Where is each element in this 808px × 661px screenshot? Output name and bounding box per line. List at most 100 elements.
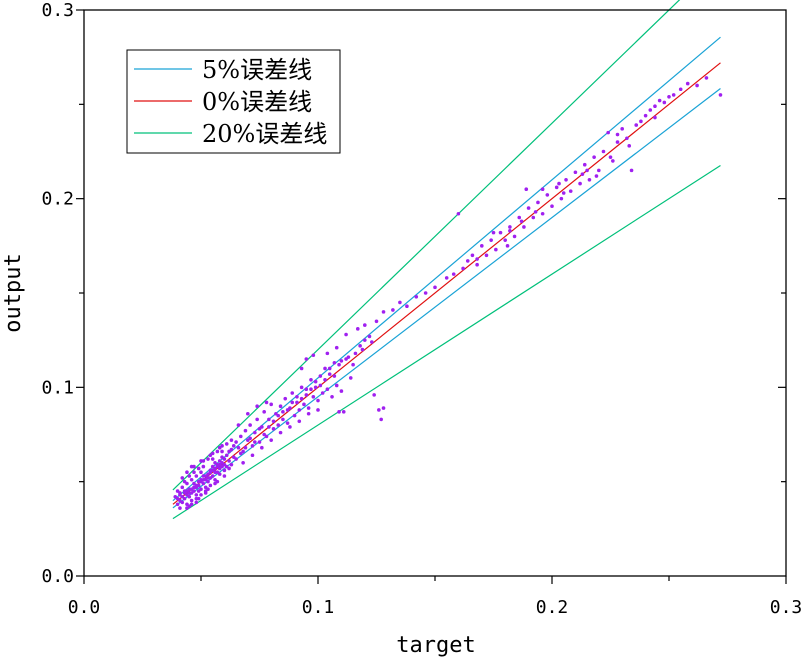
data-point [372,393,376,397]
data-point [187,491,192,495]
data-point [276,413,281,418]
data-point [234,440,238,444]
line-0pct [172,62,721,505]
y-tick-label: 0.0 [41,566,74,587]
data-point [327,372,332,376]
data-point [213,481,217,486]
data-point [192,470,196,475]
data-point [189,498,194,503]
data-point [210,474,215,478]
data-point [540,211,545,216]
data-point [224,442,229,446]
data-point [505,244,510,248]
data-point [339,389,344,393]
data-point [337,410,341,414]
data-point [508,228,512,233]
data-point [269,438,274,442]
data-point [337,362,341,367]
data-point [480,244,484,248]
data-point [187,474,192,478]
data-point [344,332,348,337]
data-point [594,174,599,178]
data-point [206,476,210,480]
data-point [559,196,564,201]
data-point [187,494,192,499]
data-point [180,494,185,499]
data-point [367,334,372,339]
y-tick-label: 0.2 [41,189,74,210]
data-point [311,353,316,358]
data-point [182,479,187,484]
data-point [423,291,428,295]
data-point [189,502,194,507]
data-point [620,127,624,131]
data-point [557,181,561,186]
x-tick-label: 0.0 [68,597,101,618]
data-point [206,457,210,461]
data-point [465,259,470,263]
data-point [238,451,243,456]
data-point [253,440,257,444]
data-point [269,402,274,407]
data-point [597,168,601,173]
data-point [229,447,234,452]
data-point [199,470,203,475]
data-point [253,430,257,435]
data-point [695,83,699,88]
data-point [194,496,199,501]
axis-ticks [76,9,787,584]
data-point [260,445,264,450]
data-point [629,168,634,173]
data-point [592,155,596,159]
data-point [290,400,295,405]
data-point [271,427,276,431]
data-point [248,423,252,427]
data-point [611,159,615,163]
data-point [250,444,255,448]
x-tick-label: 0.1 [302,597,335,618]
data-point [271,419,276,424]
legend-label-5pct: 5%误差线 [202,56,312,84]
data-point [238,434,243,439]
data-point [470,253,475,258]
data-point [201,477,206,482]
data-point [295,394,299,399]
data-point [288,425,292,429]
data-point [210,451,215,456]
data-point [325,387,330,392]
data-point [189,477,194,482]
x-tick-label: 0.2 [536,597,569,618]
data-point [217,472,222,476]
data-point [222,457,227,461]
x-axis-title: target [396,633,475,658]
data-point [306,406,311,410]
data-point [615,140,620,144]
data-point [522,225,526,229]
data-point [456,211,461,216]
data-point [262,410,266,414]
data-point [285,408,290,412]
data-point [508,225,512,229]
legend-label-0pct: 0%误差线 [202,88,312,116]
data-point [175,496,180,501]
data-point [178,506,182,510]
data-point [309,387,313,392]
data-point [524,187,529,192]
data-point [213,477,217,482]
data-point [264,400,269,405]
data-point [587,178,592,182]
data-point [311,394,316,399]
data-point [210,457,215,461]
data-point [320,391,325,395]
data-point [662,100,667,105]
data-point [606,130,610,135]
data-point [257,427,262,431]
data-point [180,485,185,490]
data-point [180,476,185,480]
data-point [323,366,327,371]
data-point [201,459,206,463]
data-point [285,421,290,425]
data-point [276,423,281,427]
data-point [220,444,224,448]
data-point [503,238,508,242]
